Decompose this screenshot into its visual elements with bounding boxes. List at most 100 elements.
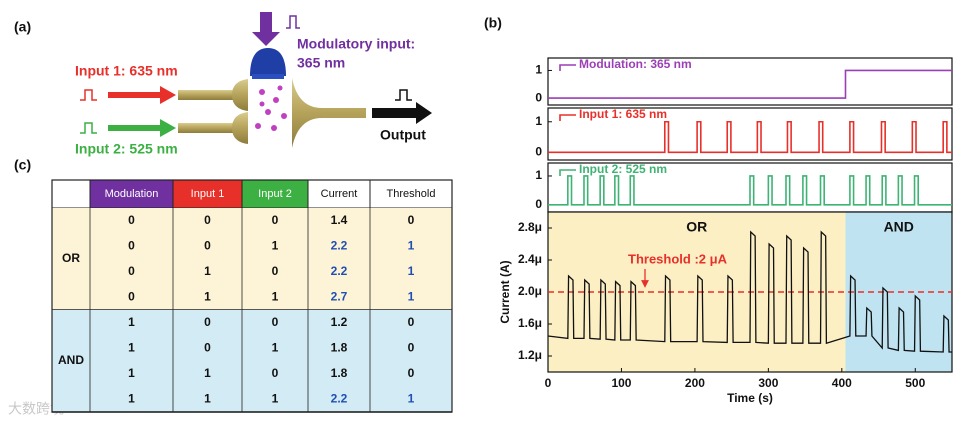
legend-line — [559, 114, 576, 121]
y-tick-label: 2.8μ — [518, 220, 542, 234]
x-tick-label: 500 — [905, 376, 925, 390]
waveguide — [178, 90, 234, 100]
header-cell — [307, 179, 371, 209]
panel-a: (a) Modulatory input: 365 nm Input 1: 63… — [14, 12, 432, 157]
cell-value: 1 — [128, 340, 135, 354]
panel-label: (c) — [14, 157, 31, 173]
region-label: OR — [686, 219, 707, 235]
cell-value: 0 — [128, 238, 135, 252]
watermark: 大数跨境 — [8, 401, 64, 417]
cell-value: 2.2 — [331, 238, 348, 252]
region — [548, 212, 846, 372]
panel-c-table: Modulation Input 1 Input 2 Current Threshold… — [51, 179, 453, 413]
cell-value: 0 — [272, 264, 279, 278]
cell-value: 1 — [128, 391, 135, 405]
cell-value: 1 — [204, 391, 211, 405]
x-tick-label: 400 — [832, 376, 852, 390]
tip — [232, 112, 248, 144]
input1-label: Input 1: 635 nm — [75, 63, 178, 79]
cell-value: 0 — [204, 340, 211, 354]
table-frame — [51, 179, 453, 413]
cell-value: 1 — [408, 264, 415, 278]
series-line — [548, 69, 952, 99]
cell-value: 0 — [272, 366, 279, 380]
header-label: Input 1 — [191, 188, 225, 200]
waveguide — [178, 123, 234, 133]
cell-value: 2.7 — [331, 289, 348, 303]
input2-label: Input 2: 525 nm — [75, 141, 178, 157]
series-line — [547, 230, 952, 353]
y-tick-label: 2.4μ — [518, 252, 542, 266]
particles — [255, 85, 287, 131]
legend-line — [559, 64, 576, 71]
uv-arrow — [252, 12, 280, 46]
cell-value: 1 — [272, 391, 279, 405]
cell-value: 1 — [204, 264, 211, 278]
cell-value: 1 — [204, 366, 211, 380]
y-tick-label: 1 — [535, 168, 542, 182]
plot-frame — [547, 107, 953, 161]
cell-value: 1 — [408, 238, 415, 252]
group-label: AND — [58, 353, 84, 367]
y-tick-label: 1 — [535, 63, 542, 77]
y-axis-label: Current (A) — [498, 260, 512, 323]
cell-value: 0 — [204, 315, 211, 329]
cell-value: 0 — [204, 238, 211, 252]
x-tick-label: 200 — [685, 376, 705, 390]
plot-frame — [547, 57, 953, 106]
legend-label: Modulation: 365 nm — [579, 57, 692, 71]
pulse-glyph — [286, 15, 300, 29]
cell-value: 0 — [408, 315, 415, 329]
y-tick-label: 0 — [535, 145, 542, 159]
tip — [232, 79, 248, 111]
cell-value: 0 — [128, 264, 135, 278]
y-tick-label: 0 — [535, 90, 542, 104]
cell-value: 1 — [408, 289, 415, 303]
cell-value: 1 — [204, 289, 211, 303]
cell-value: 0 — [272, 315, 279, 329]
cell-value: 0 — [272, 213, 279, 227]
uv-lamp — [250, 48, 286, 76]
arrow-output — [372, 102, 432, 124]
cell-value: 0 — [408, 213, 415, 227]
panel-label: (a) — [14, 19, 31, 35]
cell-value: 0 — [408, 366, 415, 380]
series-line — [548, 175, 952, 206]
header-label: Input 2 — [258, 188, 292, 200]
cell-value: 1 — [272, 238, 279, 252]
cell-value: 0 — [128, 213, 135, 227]
output-label: Output — [380, 127, 426, 143]
group-band — [52, 310, 452, 412]
y-tick-label: 0 — [535, 197, 542, 211]
legend-label: Input 2: 525 nm — [579, 162, 667, 176]
panel-b: 0 1 Modulation: 365 nm 0 1 Input 1: 635 nm 0 1 I… — [498, 57, 953, 405]
cell-value: 1 — [128, 315, 135, 329]
header-cell — [51, 179, 91, 209]
y-tick-label: 1 — [535, 114, 542, 128]
pulse-glyph — [80, 89, 97, 101]
output-funnel — [292, 78, 366, 148]
mod-label: Modulatory input: — [297, 36, 415, 52]
cell-value: 0 — [128, 289, 135, 303]
threshold-label: Threshold :2 μA — [628, 251, 728, 266]
cell-value: 1 — [128, 366, 135, 380]
legend-label: Input 1: 635 nm — [579, 107, 667, 121]
uv-lamp-base — [252, 74, 284, 79]
cell-value: 0 — [204, 213, 211, 227]
x-tick-label: 100 — [611, 376, 631, 390]
header-label: Threshold — [387, 188, 436, 200]
series-line — [548, 120, 952, 154]
x-axis-label: Time (s) — [727, 391, 773, 405]
cell-value: 0 — [408, 340, 415, 354]
header-cell — [369, 179, 453, 209]
cell-value: 1 — [408, 391, 415, 405]
pulse-glyph — [395, 89, 412, 101]
x-tick-label: 0 — [545, 376, 552, 390]
cell-value: 1.2 — [331, 315, 348, 329]
y-tick-label: 1.2μ — [518, 348, 542, 362]
header-label: Modulation — [105, 188, 159, 200]
cell-value: 1.4 — [331, 213, 348, 227]
y-tick-label: 2.0μ — [518, 284, 542, 298]
y-tick-label: 1.6μ — [518, 316, 542, 330]
